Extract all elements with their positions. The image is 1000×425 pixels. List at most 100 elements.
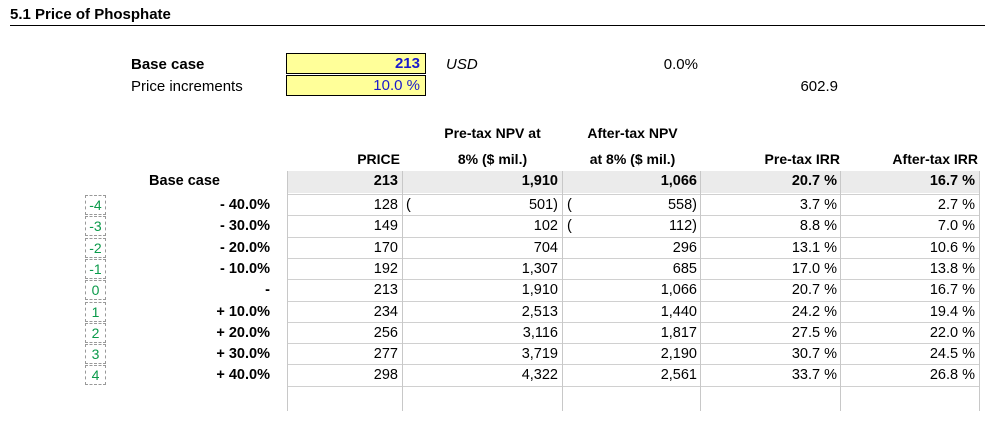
row-divider [287,322,979,323]
scenario-price: 213 [373,282,398,298]
row-divider [287,343,979,344]
aftertax-npv-open-paren: ( [567,197,572,213]
scenario-label: + 10.0% [216,304,270,320]
row-divider [287,386,979,387]
scenario-price: 128 [373,197,398,213]
scenario-pretax-irr: 27.5 % [791,325,837,341]
scenario-aftertax-irr: 13.8 % [929,261,975,277]
scenario-index: 3 [85,344,106,364]
currency-label: USD [446,56,478,73]
base-row-shading [287,171,980,193]
header-pretax-irr: Pre-tax IRR [764,151,840,167]
scenario-aftertax-irr: 16.7 % [929,282,975,298]
scenario-price: 234 [373,304,398,320]
scenario-aftertax-npv: 1,066 [660,282,697,298]
scenario-price: 149 [373,218,398,234]
scenario-index: 2 [85,323,106,343]
base-price: 213 [373,173,398,189]
header-pretax-npv-line1: Pre-tax NPV at [444,125,541,141]
scenario-aftertax-irr: 7.0 % [937,218,975,234]
scenario-index: 0 [85,280,106,300]
scenario-label: + 20.0% [216,325,270,341]
scenario-aftertax-npv: 296 [672,240,697,256]
scenario-aftertax-npv: 2,190 [660,346,697,362]
header-aftertax-npv-line1: After-tax NPV [587,125,678,141]
scenario-aftertax-npv: 558) [667,197,697,213]
aftertax-npv-open-paren: ( [567,218,572,234]
scenario-aftertax-irr: 10.6 % [929,240,975,256]
grid-line [979,171,980,411]
base-pretax-npv: 1,910 [521,173,558,189]
scenario-aftertax-irr: 24.5 % [929,346,975,362]
base-aftertax-irr: 16.7 % [929,173,975,189]
header-pretax-npv-line2: 8% ($ mil.) [457,151,528,167]
base-aftertax-npv: 1,066 [660,173,697,189]
scenario-index: -2 [85,238,106,258]
base-pretax-irr: 20.7 % [791,173,837,189]
scenario-index: 4 [85,365,106,385]
scenario-label: + 30.0% [216,346,270,362]
scenario-price: 298 [373,367,398,383]
price-increments-label: Price increments [131,78,243,95]
scenario-index: 1 [85,302,106,322]
scenario-pretax-irr: 30.7 % [791,346,837,362]
scenario-label: - 10.0% [220,261,270,277]
row-divider [287,194,979,195]
base-case-label: Base case [131,56,205,73]
scenario-pretax-irr: 17.0 % [791,261,837,277]
header-price: PRICE [357,151,400,167]
row-divider [287,237,979,238]
other-value: 602.9 [800,78,838,95]
scenario-pretax-irr: 24.2 % [791,304,837,320]
scenario-pretax-npv: 501) [528,197,558,213]
grid-line [840,171,841,411]
scenario-pretax-npv: 704 [533,240,558,256]
pct-value: 0.0% [663,56,698,73]
scenario-aftertax-irr: 22.0 % [929,325,975,341]
price-increments-input[interactable]: 10.0 % [286,75,426,96]
scenario-aftertax-irr: 19.4 % [929,304,975,320]
base-case-input[interactable]: 213 [286,53,426,74]
scenario-pretax-irr: 20.7 % [791,282,837,298]
row-divider [287,364,979,365]
scenario-label: - 20.0% [220,240,270,256]
row-divider [287,215,979,216]
scenario-index: -3 [85,216,106,236]
scenario-pretax-irr: 8.8 % [799,218,837,234]
scenario-label: - [265,282,270,298]
scenario-aftertax-npv: 112) [669,218,697,234]
scenario-label: - 30.0% [220,218,270,234]
scenario-pretax-npv: 102 [533,218,558,234]
header-aftertax-irr: After-tax IRR [892,151,978,167]
section-title: 5.1 Price of Phosphate [10,6,171,23]
scenario-price: 277 [373,346,398,362]
scenario-index: -4 [85,195,106,215]
pretax-npv-open-paren: ( [406,197,411,213]
grid-line [402,171,403,411]
scenario-aftertax-npv: 685 [672,261,697,277]
scenario-pretax-npv: 4,322 [521,367,558,383]
scenario-price: 192 [373,261,398,277]
grid-line [287,171,288,411]
scenario-pretax-irr: 13.1 % [791,240,837,256]
scenario-aftertax-npv: 1,440 [660,304,697,320]
scenario-index: -1 [85,259,106,279]
scenario-price: 256 [373,325,398,341]
header-aftertax-npv-line2: at 8% ($ mil.) [589,151,676,167]
scenario-aftertax-npv: 2,561 [660,367,697,383]
scenario-pretax-irr: 3.7 % [799,197,837,213]
scenario-label: - 40.0% [220,197,270,213]
scenario-pretax-npv: 2,513 [521,304,558,320]
scenario-pretax-npv: 1,307 [521,261,558,277]
scenario-aftertax-npv: 1,817 [660,325,697,341]
scenario-price: 170 [373,240,398,256]
scenario-pretax-npv: 3,719 [521,346,558,362]
title-divider [10,25,985,26]
scenario-label: + 40.0% [216,367,270,383]
row-divider [287,301,979,302]
grid-line [562,171,563,411]
scenario-pretax-npv: 3,116 [522,325,558,341]
scenario-aftertax-irr: 2.7 % [937,197,975,213]
grid-line [700,171,701,411]
scenario-pretax-npv: 1,910 [521,282,558,298]
